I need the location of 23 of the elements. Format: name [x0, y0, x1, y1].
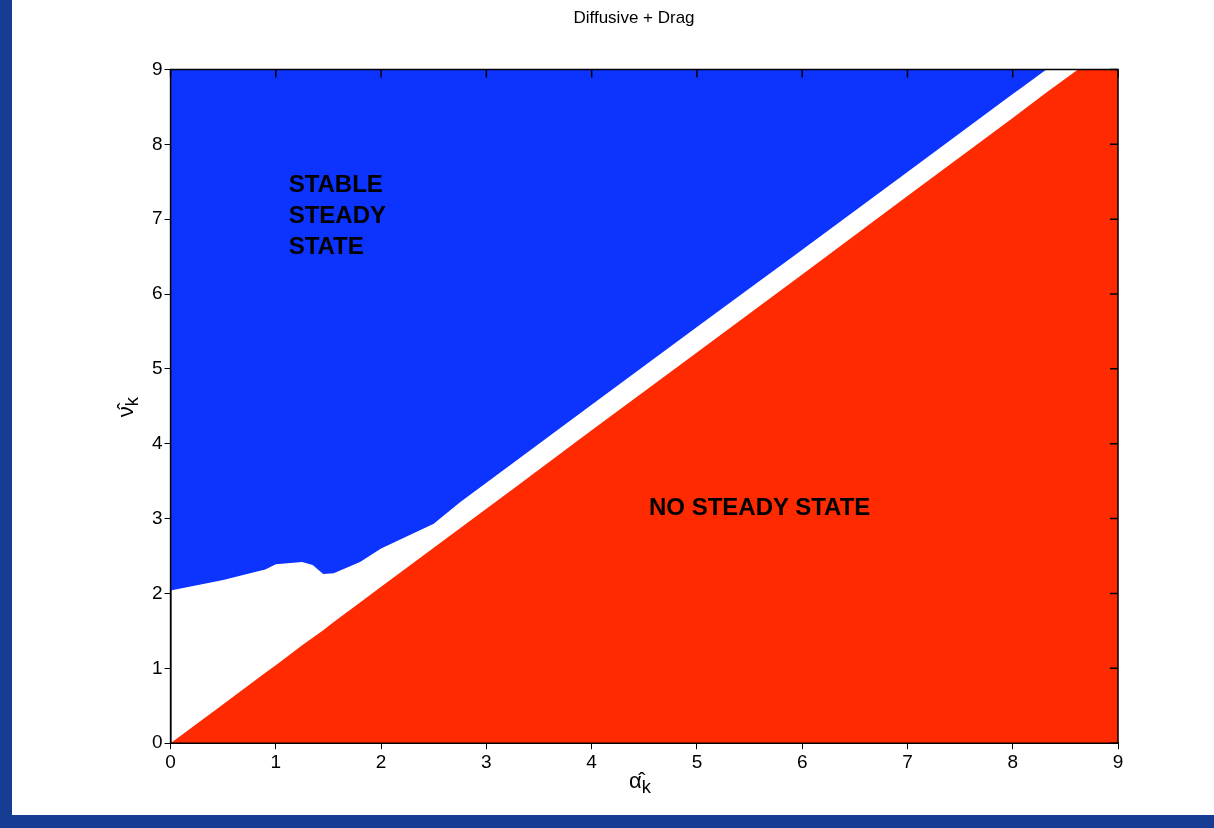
chart-title: Diffusive + Drag — [573, 7, 695, 27]
x-axis-title: α̂$_{k}$ — [629, 768, 651, 798]
y-tick-label: 6 — [151, 282, 163, 304]
y-tick-label: 9 — [151, 57, 163, 79]
y-tick-label: 7 — [151, 207, 163, 229]
x-tick-label: 7 — [902, 750, 913, 772]
y-tick-label: 1 — [151, 656, 163, 678]
x-tick-label: 5 — [691, 750, 703, 772]
annotation: NO STEADY STATE — [648, 492, 871, 520]
annotation: STABLE STEADY STATE — [288, 169, 386, 259]
y-tick-label: 4 — [151, 431, 163, 453]
x-tick-label: 2 — [375, 750, 387, 772]
y-tick-label: 8 — [151, 132, 163, 154]
x-tick-label: 3 — [481, 750, 492, 772]
x-tick-label: 9 — [1112, 750, 1124, 772]
y-tick-label: 0 — [151, 731, 163, 753]
x-tick-label: 1 — [270, 750, 282, 772]
x-tick-label: 8 — [1007, 750, 1019, 772]
x-tick-label: 4 — [586, 750, 598, 772]
x-tick-label: 6 — [796, 750, 808, 772]
y-tick-label: 2 — [151, 581, 163, 603]
y-tick-label: 3 — [151, 506, 163, 528]
y-tick-label: 5 — [151, 357, 163, 379]
